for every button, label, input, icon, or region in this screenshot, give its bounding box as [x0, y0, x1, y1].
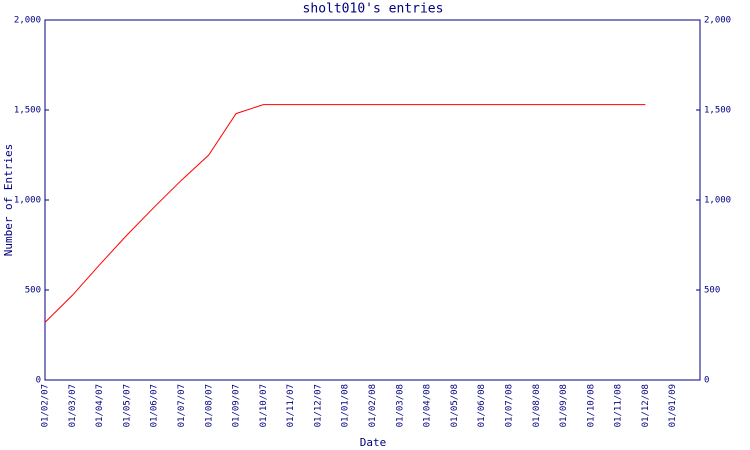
x-tick-label: 01/10/07	[259, 384, 269, 427]
x-tick-label: 01/09/08	[559, 384, 569, 427]
x-tick-label: 01/07/07	[177, 384, 187, 427]
x-tick-label: 01/10/08	[586, 384, 596, 427]
x-tick-label: 01/11/08	[614, 384, 624, 427]
x-tick-label: 01/03/08	[395, 384, 405, 427]
x-tick-label: 01/08/07	[204, 384, 214, 427]
y2-tick-label: 1,000	[704, 196, 731, 206]
x-tick-label: 01/01/08	[341, 384, 351, 427]
x-tick-label: 01/12/07	[313, 384, 323, 427]
y-tick-label: 500	[25, 286, 41, 296]
x-tick-label: 01/12/08	[641, 384, 651, 427]
x-tick-label: 01/09/07	[232, 384, 242, 427]
x-tick-label: 01/06/07	[150, 384, 160, 427]
line	[44, 104, 646, 323]
y2-tick-label: 2,000	[704, 16, 731, 26]
y-tick-label: 1,500	[14, 106, 41, 116]
x-tick-label: 01/04/07	[95, 384, 105, 427]
y-axis-label: Number of Entries	[2, 144, 15, 257]
y2-tick-label: 0	[704, 376, 709, 386]
x-axis-label: Date	[360, 436, 387, 449]
chart-title: sholt010's entries	[303, 2, 444, 17]
plot-frame	[44, 19, 701, 381]
x-tick-label: 01/11/07	[286, 384, 296, 427]
y-tick-label: 1,000	[14, 196, 41, 206]
x-tick-label: 01/02/07	[41, 384, 51, 427]
x-tick-label: 01/01/09	[668, 384, 678, 427]
y2-tick-label: 500	[704, 286, 720, 296]
x-tick-label: 01/08/08	[532, 384, 542, 427]
x-tick-label: 01/03/07	[68, 384, 78, 427]
x-tick-label: 01/06/08	[477, 384, 487, 427]
x-tick-label: 01/07/08	[504, 384, 514, 427]
y-tick-label: 0	[36, 376, 41, 386]
x-tick-label: 01/05/07	[122, 384, 132, 427]
x-tick-label: 01/05/08	[450, 384, 460, 427]
y2-tick-label: 1,500	[704, 106, 731, 116]
x-tick-label: 01/04/08	[423, 384, 433, 427]
y-tick-label: 2,000	[14, 16, 41, 26]
x-tick-label: 01/02/08	[368, 384, 378, 427]
